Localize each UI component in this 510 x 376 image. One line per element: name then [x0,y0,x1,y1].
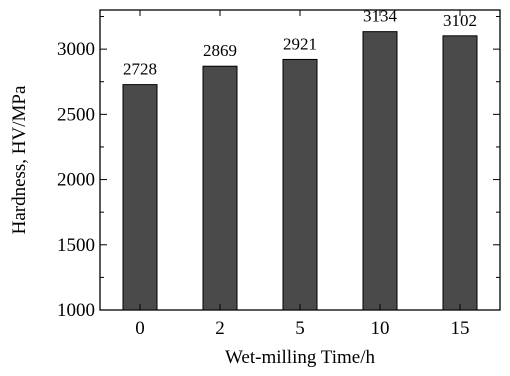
x-axis-ticks: 0 2 5 10 15 [135,10,470,339]
y-tick-label-1500: 1500 [57,235,95,256]
data-label-5: 2921 [283,34,317,53]
bar-10 [362,31,398,311]
x-tick-label-5: 5 [295,318,305,339]
x-axis-label: Wet-milling Time/h [225,347,375,368]
data-label-15: 3102 [443,11,477,30]
bar-2 [202,65,238,311]
data-label-0: 2728 [123,60,157,79]
x-tick-label-2: 2 [215,318,225,339]
bars-group [122,31,478,311]
y-axis-ticks: 1000 1500 2000 2500 3000 [57,16,500,321]
data-label-2: 2869 [203,41,237,60]
data-label-10: 3134 [363,7,398,26]
y-tick-label-1000: 1000 [57,300,95,321]
y-tick-label-3000: 3000 [57,39,95,60]
bar-15 [442,35,478,311]
x-tick-label-0: 0 [135,318,145,339]
bar-0 [122,84,158,311]
data-labels-group: 2728 2869 2921 3134 3102 [123,7,477,79]
y-tick-label-2500: 2500 [57,104,95,125]
y-tick-label-2000: 2000 [57,170,95,191]
bar-5 [282,58,318,311]
x-tick-label-15: 15 [451,318,470,339]
y-axis-label: Hardness, HV/MPa [9,85,30,234]
x-tick-label-10: 10 [371,318,390,339]
